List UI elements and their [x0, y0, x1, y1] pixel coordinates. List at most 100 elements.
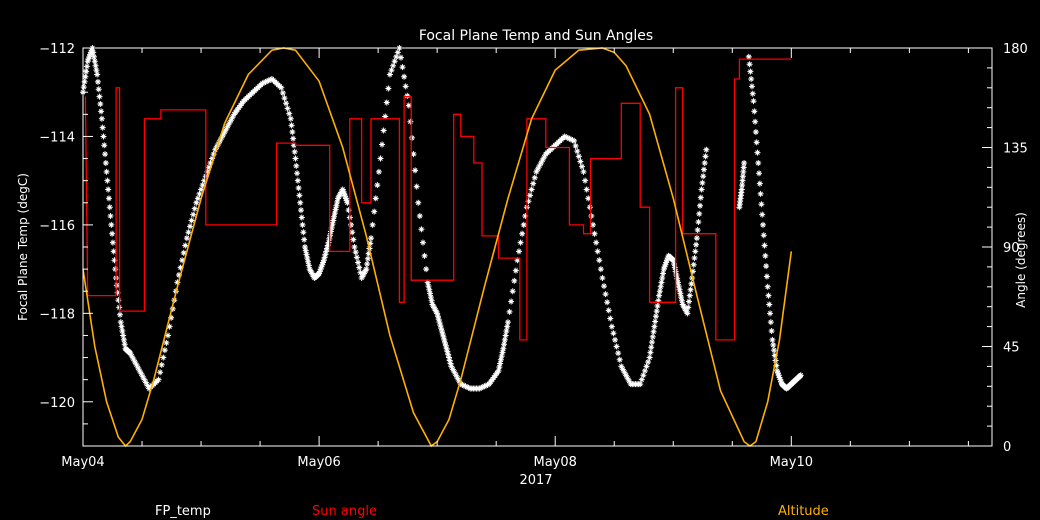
fp-temp-point — [436, 319, 443, 326]
fp-temp-point — [453, 372, 460, 379]
fp-temp-point — [645, 358, 652, 365]
fp-temp-point — [616, 356, 623, 363]
fp-temp-point — [421, 252, 428, 259]
fp-temp-point — [673, 272, 680, 279]
fp-temp-point — [538, 159, 545, 166]
fp-temp-point — [572, 143, 579, 150]
legend-sun-angle: Sun angle — [312, 504, 377, 519]
fp-temp-point — [205, 164, 212, 171]
fp-temp-point — [517, 239, 524, 246]
fp-temp-point — [748, 75, 755, 82]
y-tick-label-right: 90 — [1003, 241, 1020, 256]
fp-temp-point — [82, 73, 89, 80]
fp-temp-point — [684, 310, 691, 317]
fp-temp-point — [103, 168, 110, 175]
fp-temp-point — [426, 286, 433, 293]
fp-temp-point — [766, 301, 773, 308]
fp-temp-point — [199, 182, 206, 189]
fp-temp-point — [229, 114, 236, 121]
fp-temp-point — [259, 80, 266, 87]
fp-temp-point — [749, 90, 756, 97]
fp-temp-point — [762, 252, 769, 259]
fp-temp-point — [674, 279, 681, 286]
fp-temp-point — [618, 363, 625, 370]
fp-temp-point — [416, 213, 423, 220]
fp-temp-point — [686, 298, 692, 305]
fp-temp-point — [481, 383, 488, 390]
fp-temp-point — [770, 342, 777, 349]
chart-title: Focal Plane Temp and Sun Angles — [419, 28, 653, 44]
fp-temp-point — [596, 257, 603, 264]
fp-temp-point — [657, 283, 664, 290]
y-tick-label-left: −118 — [39, 307, 75, 322]
fp-temp-point — [663, 259, 670, 266]
fp-temp-point — [294, 177, 301, 184]
fp-temp-point — [441, 336, 448, 343]
fp-temp-point — [290, 142, 297, 149]
fp-temp-point — [321, 254, 328, 261]
fp-temp-point — [746, 61, 753, 68]
fp-temp-point — [654, 302, 661, 309]
fp-temp-point — [751, 108, 758, 115]
fp-temp-point — [356, 264, 363, 271]
fp-temp-point — [465, 384, 472, 391]
fp-temp-point — [343, 197, 350, 204]
fp-temp-point — [352, 249, 359, 256]
fp-temp-point — [320, 259, 327, 266]
fp-temp-point — [94, 78, 101, 85]
fp-temp-point — [765, 292, 772, 299]
fp-temp-point — [169, 305, 176, 312]
fp-temp-point — [534, 165, 541, 172]
fp-temp-point — [298, 214, 305, 221]
fp-temp-point — [497, 356, 504, 363]
fp-temp-point — [81, 78, 88, 85]
fp-temp-point — [363, 266, 370, 273]
y-tick-label-left: −116 — [39, 219, 75, 234]
fp-temp-point — [407, 118, 414, 125]
fp-temp-point — [580, 168, 587, 175]
fp-temp-point — [99, 124, 106, 131]
fp-temp-point — [577, 158, 584, 165]
fp-temp-point — [778, 378, 785, 385]
fp-temp-point — [674, 275, 681, 282]
fp-temp-point — [367, 240, 374, 247]
fp-temp-point — [498, 353, 505, 360]
x-axis-label: 2017 — [519, 473, 552, 488]
fp-temp-point — [776, 374, 783, 381]
fp-temp-point — [331, 213, 338, 220]
fp-temp-point — [508, 298, 515, 305]
fp-temp-point — [393, 53, 400, 60]
fp-temp-point — [567, 136, 574, 143]
fp-temp-point — [658, 279, 665, 286]
fp-temp-point — [286, 110, 293, 117]
fp-temp-point — [564, 134, 571, 141]
fp-temp-point — [183, 235, 190, 242]
fp-temp-point — [593, 239, 600, 246]
fp-temp-point — [476, 385, 483, 392]
fp-temp-point — [187, 223, 194, 230]
fp-temp-point — [330, 217, 337, 224]
fp-temp-point — [685, 304, 692, 311]
fp-temp-point — [522, 213, 529, 220]
fp-temp-point — [675, 283, 682, 290]
fp-temp-point — [699, 179, 706, 186]
fp-temp-point — [323, 248, 330, 255]
fp-temp-point — [745, 53, 752, 60]
fp-temp-point — [520, 221, 527, 228]
fp-temp-point — [261, 79, 268, 86]
fp-temp-point — [626, 378, 633, 385]
fp-temp-point — [448, 363, 455, 370]
fp-temp-point — [588, 213, 595, 220]
fp-temp-point — [102, 159, 109, 166]
fp-temp-point — [649, 339, 656, 346]
fp-temp-point — [368, 235, 375, 242]
fp-temp-point — [328, 224, 335, 231]
fp-temp-point — [484, 381, 491, 388]
fp-temp-point — [106, 204, 113, 211]
fp-temp-point — [109, 230, 116, 237]
fp-temp-point — [443, 345, 450, 352]
fp-temp-point — [138, 370, 145, 377]
series-layer — [80, 45, 804, 448]
fp-temp-point — [297, 199, 304, 206]
fp-temp-point — [318, 263, 325, 270]
